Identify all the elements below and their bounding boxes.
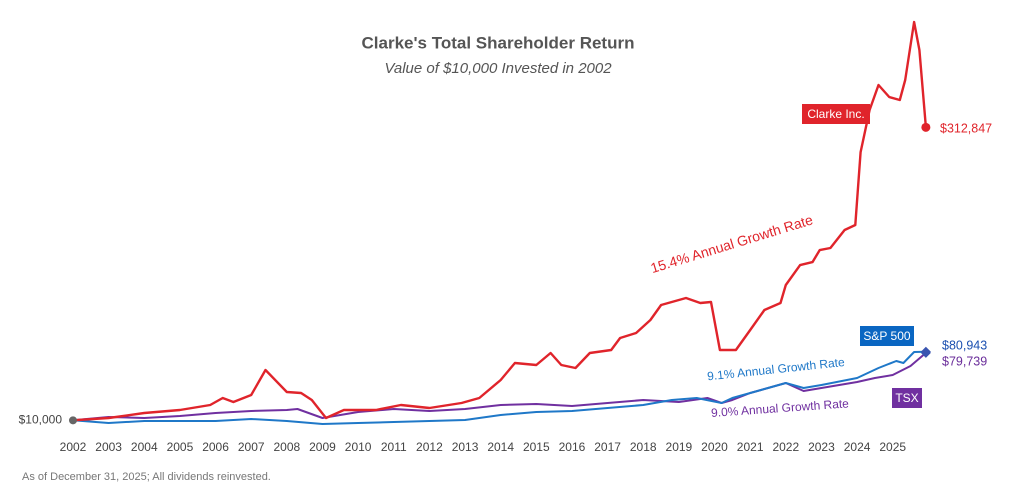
x-tick-label: 2022: [772, 440, 799, 454]
chart-subtitle: Value of $10,000 Invested in 2002: [384, 60, 612, 77]
legend-label: S&P 500: [863, 329, 910, 343]
x-tick-label: 2014: [487, 440, 514, 454]
x-tick-label: 2004: [131, 440, 158, 454]
x-tick-label: 2019: [666, 440, 693, 454]
end-point: [921, 122, 931, 132]
x-tick-label: 2005: [167, 440, 194, 454]
end-point: [920, 346, 931, 357]
x-tick-label: 2002: [60, 440, 87, 454]
x-tick-label: 2009: [309, 440, 336, 454]
series-line: [72, 350, 926, 425]
x-tick-label: 2006: [202, 440, 229, 454]
x-tick-label: 2011: [381, 440, 407, 454]
series-line: [72, 20, 928, 422]
y-tick-label: $10,000: [19, 412, 63, 426]
footnote: As of December 31, 2025; All dividends r…: [22, 471, 271, 483]
growth-note: 15.4% Annual Growth Rate: [649, 211, 815, 276]
x-tick-label: 2012: [416, 440, 443, 454]
x-tick-label: 2023: [808, 440, 835, 454]
legend-box: [860, 326, 914, 346]
legend-label: TSX: [895, 391, 918, 405]
end-label: $312,847: [940, 121, 992, 135]
x-tick-label: 2020: [701, 440, 728, 454]
x-tick-label: 2017: [594, 440, 621, 454]
growth-note: 9.1% Annual Growth Rate: [707, 355, 846, 383]
x-tick-label: 2007: [238, 440, 265, 454]
x-tick-label: 2016: [559, 440, 586, 454]
x-tick-label: 2010: [345, 440, 372, 454]
start-point: [69, 416, 77, 425]
end-label: $80,943: [942, 338, 987, 352]
x-tick-label: 2018: [630, 440, 657, 454]
x-tick-label: 2008: [273, 440, 300, 454]
legend-label: Clarke Inc.: [807, 107, 864, 121]
x-tick-label: 2013: [452, 440, 479, 454]
x-tick-label: 2015: [523, 440, 550, 454]
legend-box: [802, 104, 870, 124]
series-line: [72, 352, 927, 422]
x-tick-label: 2003: [95, 440, 122, 454]
x-tick-label: 2021: [737, 440, 764, 454]
chart-title: Clarke's Total Shareholder Return: [362, 33, 635, 52]
legend-box: [892, 388, 922, 408]
x-tick-label: 2024: [844, 440, 871, 454]
end-label: $79,739: [942, 354, 987, 368]
x-tick-label: 2025: [879, 440, 906, 454]
